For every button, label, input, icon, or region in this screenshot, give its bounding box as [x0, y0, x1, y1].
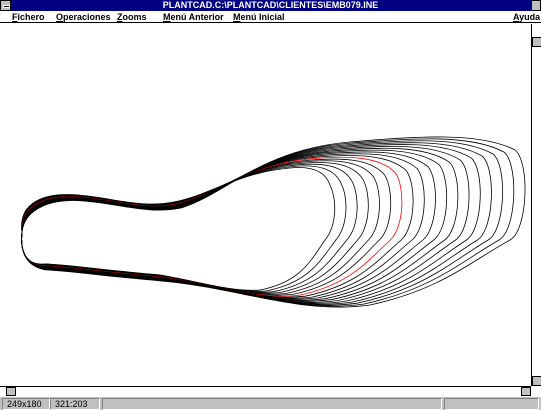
- status-field: 249x180: [2, 398, 50, 410]
- vertical-scrollbar[interactable]: [531, 24, 541, 386]
- scroll-right-arrow[interactable]: [521, 387, 531, 396]
- menu-item[interactable]: Ayuda: [513, 12, 541, 22]
- shoe-outline: [21, 151, 436, 300]
- shoe-outline: [21, 163, 358, 293]
- minimize-button[interactable]: [531, 0, 541, 11]
- shoe-outline: [21, 142, 492, 305]
- menu-item[interactable]: Operaciones: [56, 12, 111, 22]
- menu-item[interactable]: Menú Anterior: [163, 12, 224, 22]
- shoe-outline: [21, 160, 380, 295]
- shoe-outline: [21, 158, 392, 296]
- shoe-outline: [21, 145, 470, 303]
- shoe-outline: [21, 153, 425, 299]
- menu-item[interactable]: Menú Inicial: [233, 12, 285, 22]
- system-menu-button[interactable]: [0, 0, 11, 11]
- help-menu-wrap: Ayuda: [513, 11, 541, 23]
- shoe-outline: [21, 136, 526, 308]
- status-field: 321:203: [50, 398, 100, 410]
- shoe-outline: [21, 156, 403, 297]
- status-field-empty: [102, 398, 442, 410]
- scroll-down-arrow[interactable]: [532, 376, 541, 386]
- shoe-outline-drawing: [21, 136, 526, 308]
- menu-item[interactable]: Zooms: [117, 12, 147, 22]
- shoe-outline: [21, 165, 347, 292]
- shoe-outline: [21, 140, 504, 306]
- title-bar: PLANTCAD.C:\PLANTCAD\CLIENTES\EMB079.INE: [0, 0, 541, 11]
- menu-bar: Ayuda Fichero Operaciones Zooms Menú Anteri…: [0, 11, 541, 23]
- menu-item[interactable]: Fichero: [12, 12, 45, 22]
- window-title: PLANTCAD.C:\PLANTCAD\CLIENTES\EMB079.INE: [162, 0, 379, 10]
- scroll-up-arrow[interactable]: [532, 37, 541, 47]
- scroll-left-arrow[interactable]: [6, 387, 16, 396]
- horizontal-scrollbar[interactable]: [0, 386, 531, 396]
- shoe-outline: [21, 147, 459, 302]
- status-field-empty: [444, 398, 539, 410]
- shoe-outline: [21, 144, 481, 304]
- drawing-area: [0, 24, 531, 386]
- status-bar: 249x180 321:203: [0, 396, 541, 410]
